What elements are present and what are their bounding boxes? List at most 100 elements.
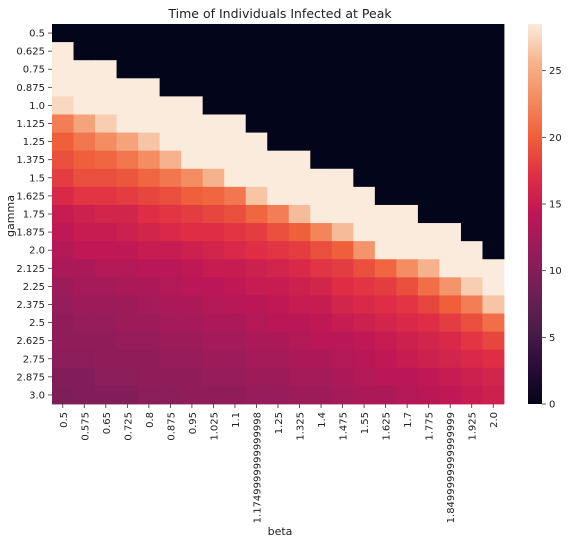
heatmap-cell bbox=[181, 349, 204, 369]
heatmap-cell bbox=[353, 349, 376, 369]
heatmap-cell bbox=[52, 24, 74, 43]
heatmap-cell bbox=[95, 132, 117, 152]
heatmap-cell bbox=[95, 168, 117, 188]
heatmap-cell bbox=[159, 331, 182, 351]
heatmap-cell bbox=[310, 204, 333, 224]
y-tick-label: 2.625 bbox=[16, 336, 45, 347]
heatmap-cell bbox=[245, 241, 268, 260]
heatmap-cell bbox=[353, 114, 376, 133]
heatmap-cell bbox=[95, 313, 117, 333]
heatmap-cell bbox=[310, 277, 333, 296]
heatmap-cell bbox=[396, 60, 419, 79]
heatmap-cell bbox=[95, 150, 117, 170]
heatmap-cell bbox=[202, 96, 225, 115]
heatmap-cell bbox=[138, 313, 161, 333]
heatmap-cell bbox=[52, 96, 74, 115]
heatmap-cell bbox=[267, 96, 290, 115]
heatmap-cell bbox=[417, 331, 440, 351]
heatmap-cell bbox=[482, 295, 505, 314]
heatmap-cell bbox=[138, 277, 161, 296]
heatmap-cell bbox=[482, 150, 505, 170]
heatmap-cell bbox=[202, 186, 225, 206]
heatmap-cell bbox=[138, 78, 161, 97]
heatmap-cell bbox=[482, 277, 505, 296]
heatmap-cell bbox=[288, 295, 311, 314]
heatmap-cell bbox=[353, 241, 376, 260]
heatmap-cell bbox=[159, 241, 182, 260]
heatmap-cell bbox=[202, 42, 225, 61]
heatmap-cell bbox=[224, 349, 247, 369]
heatmap-cell bbox=[396, 313, 419, 333]
heatmap-cell bbox=[224, 295, 247, 314]
heatmap-cell bbox=[310, 385, 333, 405]
heatmap-cell bbox=[267, 259, 290, 278]
x-tick-label: 1.325 bbox=[296, 412, 307, 441]
heatmap-cell bbox=[245, 132, 268, 152]
heatmap-cell bbox=[374, 331, 397, 351]
heatmap-cell bbox=[460, 259, 483, 278]
heatmap-cell bbox=[482, 241, 505, 260]
heatmap-cell bbox=[374, 295, 397, 314]
heatmap-cell bbox=[116, 132, 139, 152]
heatmap-cell bbox=[159, 42, 182, 61]
heatmap-cell bbox=[482, 259, 505, 278]
heatmap-cell bbox=[374, 42, 397, 61]
heatmap-cell bbox=[331, 367, 354, 387]
heatmap-cell bbox=[245, 385, 268, 405]
colorbar-tick-label: 20 bbox=[549, 133, 562, 144]
heatmap-cell bbox=[181, 295, 204, 314]
heatmap-cell bbox=[95, 295, 117, 314]
heatmap-cell bbox=[288, 349, 311, 369]
heatmap-cell bbox=[310, 150, 333, 170]
heatmap-cell bbox=[374, 60, 397, 79]
heatmap-cell bbox=[331, 349, 354, 369]
heatmap-cell bbox=[224, 223, 247, 242]
colorbar-tick-label: 25 bbox=[549, 66, 562, 77]
heatmap-cell bbox=[331, 78, 354, 97]
heatmap-cell bbox=[245, 186, 268, 206]
heatmap-cell bbox=[224, 168, 247, 188]
x-tick-label: 0.8 bbox=[145, 412, 156, 428]
heatmap-cell bbox=[224, 367, 247, 387]
heatmap-cell bbox=[116, 114, 139, 133]
heatmap-cell bbox=[245, 259, 268, 278]
heatmap-cell bbox=[353, 150, 376, 170]
heatmap-cell bbox=[73, 259, 96, 278]
heatmap-cell bbox=[331, 114, 354, 133]
heatmap-cell bbox=[181, 42, 204, 61]
heatmap-cell bbox=[116, 168, 139, 188]
heatmap-cell bbox=[396, 367, 419, 387]
heatmap-cell bbox=[439, 132, 462, 152]
heatmap-cell bbox=[159, 186, 182, 206]
heatmap-cell bbox=[396, 132, 419, 152]
heatmap-cell bbox=[116, 259, 139, 278]
heatmap-cell bbox=[288, 367, 311, 387]
heatmap-cell bbox=[288, 114, 311, 133]
heatmap-cell bbox=[181, 277, 204, 296]
heatmap-cell bbox=[331, 150, 354, 170]
heatmap-cell bbox=[73, 331, 96, 351]
heatmap-cell bbox=[460, 349, 483, 369]
heatmap-cell bbox=[310, 241, 333, 260]
heatmap-cell bbox=[202, 78, 225, 97]
heatmap-cell bbox=[52, 295, 74, 314]
heatmap-cell bbox=[396, 186, 419, 206]
heatmap-cell bbox=[159, 24, 182, 43]
x-tick-label: 1.625 bbox=[382, 412, 393, 441]
heatmap-cell bbox=[417, 60, 440, 79]
x-tick-label: 1.925 bbox=[468, 412, 479, 441]
heatmap-cell bbox=[374, 132, 397, 152]
heatmap-cell bbox=[417, 313, 440, 333]
heatmap-cell bbox=[331, 385, 354, 405]
heatmap-cell bbox=[267, 132, 290, 152]
heatmap-cell bbox=[353, 331, 376, 351]
heatmap-cell bbox=[374, 385, 397, 405]
heatmap-cell bbox=[159, 150, 182, 170]
heatmap-cell bbox=[288, 132, 311, 152]
y-tick-label: 1.875 bbox=[16, 228, 45, 239]
heatmap-cell bbox=[460, 24, 483, 43]
heatmap-cell bbox=[267, 385, 290, 405]
heatmap-cell bbox=[374, 259, 397, 278]
heatmap-cell bbox=[396, 114, 419, 133]
heatmap-cell bbox=[374, 168, 397, 188]
